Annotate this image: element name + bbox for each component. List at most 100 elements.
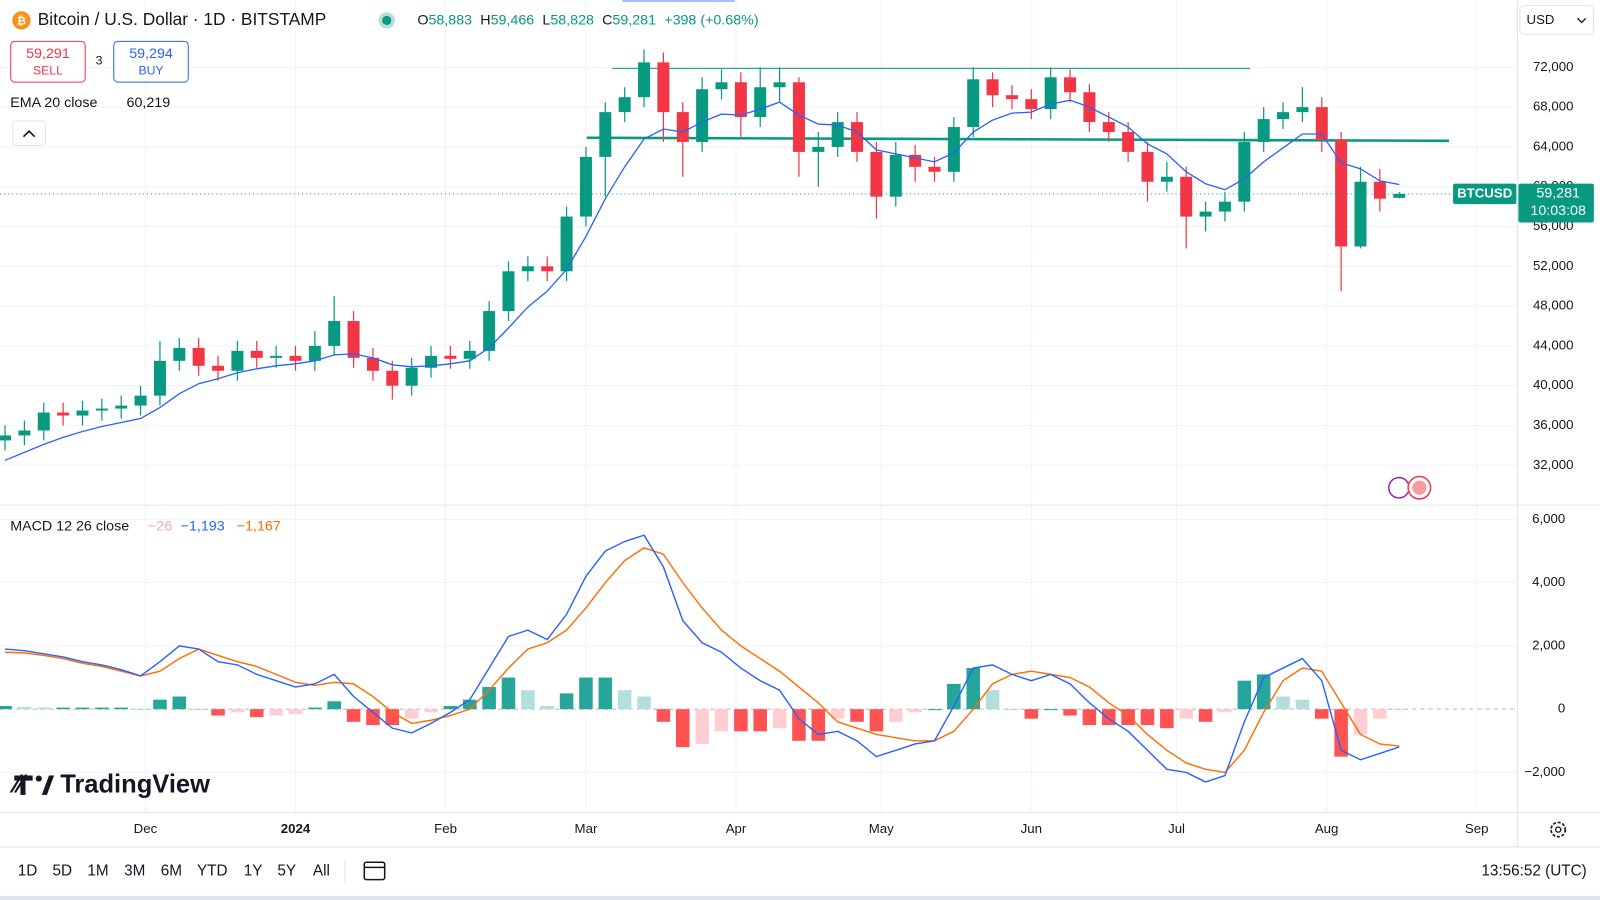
candle-body	[676, 112, 689, 142]
histogram-bar	[1043, 709, 1058, 711]
histogram-bar	[656, 709, 671, 722]
candle-body	[521, 266, 534, 272]
histogram-bar	[211, 709, 225, 716]
ohlc-value: 59,281	[612, 12, 656, 28]
histogram-bar	[1295, 699, 1310, 710]
histogram-bar	[559, 693, 574, 710]
candle-body	[541, 266, 554, 272]
timeframe-button[interactable]: 5D	[52, 862, 72, 879]
candle-body	[115, 405, 128, 409]
histogram-bar	[1334, 709, 1348, 757]
candle-body	[696, 89, 709, 142]
histogram-bar	[734, 709, 748, 732]
timeframe-button[interactable]: 6M	[161, 862, 182, 879]
histogram-bar	[598, 677, 613, 710]
histogram-bar	[1160, 709, 1174, 729]
x-tick-label: 2024	[281, 821, 311, 836]
candle-body	[425, 355, 438, 368]
ohlc-key: O	[417, 12, 428, 28]
candle-body	[1354, 181, 1367, 247]
sell-button[interactable]	[10, 40, 86, 83]
x-tick-label: May	[869, 821, 894, 836]
support-line[interactable]	[586, 136, 1449, 143]
histogram-bar	[830, 709, 845, 719]
candle-body	[928, 166, 941, 172]
histogram-bar	[133, 709, 148, 711]
calendar-icon[interactable]	[363, 861, 386, 881]
candle-body	[889, 154, 902, 197]
timeframe-button[interactable]: 1M	[87, 862, 108, 879]
ohlc-key: C	[602, 12, 612, 28]
candle-body	[986, 79, 999, 96]
candle-body	[483, 311, 496, 351]
x-tick-label: Jun	[1021, 821, 1042, 836]
collapse-chevron	[22, 129, 36, 138]
candle-body	[212, 365, 225, 371]
histogram-bar	[908, 709, 922, 713]
histogram-bar	[869, 709, 884, 732]
macd-signal-value: −1,167	[237, 518, 281, 534]
candle-body	[812, 146, 825, 152]
currency-dropdown[interactable]	[1519, 5, 1594, 35]
candle-body	[657, 62, 670, 113]
histogram-bar	[1218, 709, 1232, 713]
event-icon[interactable]	[1388, 476, 1410, 499]
histogram-bar	[404, 709, 419, 719]
plot	[0, 49, 1518, 783]
timeframe-button[interactable]: 3M	[124, 862, 145, 879]
candle-body	[1025, 99, 1038, 110]
collapse-button[interactable]	[12, 120, 46, 146]
timeframe-button[interactable]: All	[313, 862, 330, 879]
buy-button[interactable]	[113, 40, 189, 83]
histogram-bar	[1198, 709, 1213, 722]
sell-label: SELL	[33, 64, 63, 78]
histogram-bar	[288, 709, 303, 714]
candle-body	[1218, 201, 1231, 212]
candle-body	[1257, 119, 1270, 142]
ema-legend: EMA 20 close	[10, 95, 97, 111]
timeframe-button[interactable]: 1D	[18, 862, 38, 879]
histogram-bar	[249, 709, 264, 718]
market-status-dot	[382, 15, 392, 25]
price-tag-label: 59,281	[1536, 186, 1580, 202]
x-tick-label: Sep	[1465, 821, 1489, 836]
histogram-bar	[927, 709, 942, 711]
y-tick-label: 32,000	[1533, 457, 1574, 472]
histogram-bar	[1101, 709, 1116, 725]
histogram-bar	[753, 709, 767, 732]
histogram-bar	[1373, 709, 1387, 719]
candle-body	[599, 112, 612, 157]
histogram-bar	[462, 699, 477, 710]
candle-body	[1064, 77, 1077, 93]
candle-body	[270, 355, 283, 358]
timeframe-button[interactable]: 1Y	[244, 862, 263, 879]
histogram-bar	[1276, 696, 1290, 710]
timeframe-button[interactable]: YTD	[197, 862, 228, 879]
histogram-bar	[792, 709, 806, 741]
histogram-bar	[1314, 709, 1329, 719]
histogram-bar	[443, 706, 458, 710]
histogram-bar	[579, 677, 593, 710]
histogram-bar	[0, 706, 12, 710]
settings-icon[interactable]	[1550, 821, 1567, 838]
histogram-bar	[1237, 680, 1252, 710]
candle-body	[57, 412, 70, 416]
candle-body	[231, 350, 244, 371]
timeframe-button[interactable]: 5Y	[277, 862, 296, 879]
candle-body	[76, 410, 89, 416]
histogram-bar	[308, 707, 322, 710]
candle-body	[1238, 141, 1251, 202]
histogram-bar	[1024, 709, 1039, 719]
ema-line	[4, 99, 1400, 461]
candle-body	[463, 350, 476, 359]
histogram-bar	[1063, 709, 1077, 716]
histogram-bar	[1005, 709, 1019, 711]
histogram-bar	[850, 709, 864, 722]
logo-slash	[41, 775, 55, 795]
histogram-bar	[56, 707, 70, 710]
grid	[0, 0, 1518, 813]
bitcoin-icon-glyph: ₿	[17, 15, 26, 27]
symbol-tag-label: BTCUSD	[1457, 185, 1513, 200]
histogram-bar	[17, 706, 32, 710]
candle-body	[347, 321, 360, 358]
